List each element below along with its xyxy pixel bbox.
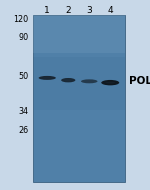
Ellipse shape: [81, 79, 98, 83]
Ellipse shape: [39, 76, 56, 80]
Text: POLG2: POLG2: [129, 76, 150, 86]
Ellipse shape: [101, 80, 119, 85]
Ellipse shape: [61, 78, 75, 82]
Bar: [33, 15, 124, 182]
Bar: [33, 15, 124, 53]
Bar: [33, 57, 124, 110]
Text: 50: 50: [18, 72, 28, 82]
Ellipse shape: [105, 82, 115, 84]
Text: 90: 90: [18, 33, 28, 43]
Text: 1: 1: [44, 6, 50, 15]
Text: 4: 4: [107, 6, 113, 15]
Text: 34: 34: [18, 107, 28, 116]
Text: 26: 26: [18, 126, 28, 135]
Ellipse shape: [42, 77, 52, 78]
Ellipse shape: [64, 79, 72, 81]
Text: 120: 120: [13, 15, 28, 25]
Text: 3: 3: [86, 6, 92, 15]
Text: 2: 2: [65, 6, 71, 15]
Ellipse shape: [85, 81, 94, 82]
